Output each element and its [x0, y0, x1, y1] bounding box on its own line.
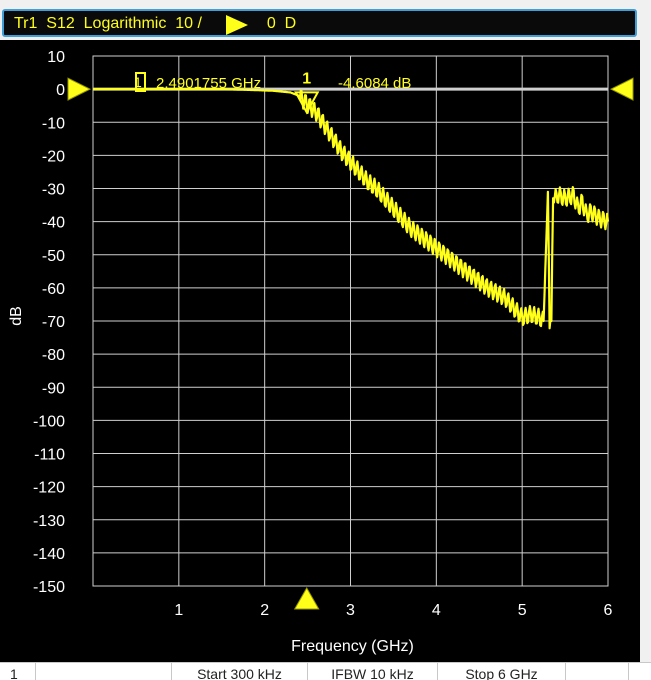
y-tick-label: 10: [47, 49, 65, 66]
trace-header-label: Tr1 S12 Logarithmic 10 /: [14, 15, 202, 32]
status-channel[interactable]: 1: [0, 663, 36, 680]
status-extra: [566, 663, 629, 680]
trace-header[interactable]: Tr1 S12 Logarithmic 10 / 0 D: [2, 9, 637, 37]
y-tick-label: -70: [42, 314, 65, 331]
y-tick-label: -110: [34, 447, 65, 464]
plot-panel[interactable]: 10 0 -10 -20 -30 -40 -50 -60 -70 -80 -90 -100 -110 -1…: [0, 40, 640, 662]
y-tick-label: -150: [33, 579, 65, 596]
reference-arrow-icon: [226, 15, 248, 35]
y-tick-label: -120: [33, 480, 65, 497]
marker-readout-frequency: 2.4901755 GHz: [156, 75, 261, 92]
status-start[interactable]: Start 300 kHz: [172, 663, 308, 680]
x-tick-label: 2: [260, 602, 269, 619]
y-axis-label: dB: [8, 306, 25, 326]
y-tick-label: -20: [42, 148, 65, 165]
chart-area[interactable]: 10 0 -10 -20 -30 -40 -50 -60 -70 -80 -90 -100 -110 -1…: [0, 40, 640, 662]
y-tick-label: -80: [42, 347, 65, 364]
x-tick-label: 6: [604, 602, 613, 619]
y-tick-label: -130: [33, 513, 65, 530]
y-tick-label: -90: [42, 380, 65, 397]
status-stop[interactable]: Stop 6 GHz: [438, 663, 566, 680]
x-tick-label: 1: [174, 602, 183, 619]
ref-right-triangle-icon[interactable]: [609, 77, 634, 101]
status-ifbw[interactable]: IFBW 10 kHz: [308, 663, 438, 680]
marker-readout-number: 1: [134, 74, 142, 90]
y-tick-label: -30: [42, 182, 65, 199]
status-bar: 1 Start 300 kHz IFBW 10 kHz Stop 6 GHz: [0, 662, 651, 680]
x-tick-label: 5: [518, 602, 527, 619]
x-tick-label: 3: [346, 602, 355, 619]
y-tick-label: -60: [42, 281, 65, 298]
marker-readout-box: [135, 72, 146, 92]
y-tick-label: -10: [42, 115, 65, 132]
y-tick-label: -140: [33, 546, 65, 563]
ref-left-triangle-icon[interactable]: [67, 77, 92, 101]
x-axis-label: Frequency (GHz): [291, 638, 414, 655]
marker-readout-value: -4.6084 dB: [338, 75, 411, 92]
y-tick-label: -50: [42, 248, 65, 265]
status-spacer: [36, 663, 172, 680]
marker-position-triangle-icon[interactable]: [293, 586, 320, 610]
trace-header-reference: 0 D: [258, 15, 297, 32]
y-tick-label: -40: [42, 215, 65, 232]
trace-line[interactable]: [92, 87, 610, 330]
marker-number: 1: [302, 70, 311, 87]
x-tick-label: 4: [432, 602, 441, 619]
y-tick-label: 0: [56, 82, 65, 99]
marker-triangle-icon[interactable]: [294, 91, 320, 115]
y-tick-label: -100: [33, 413, 65, 430]
